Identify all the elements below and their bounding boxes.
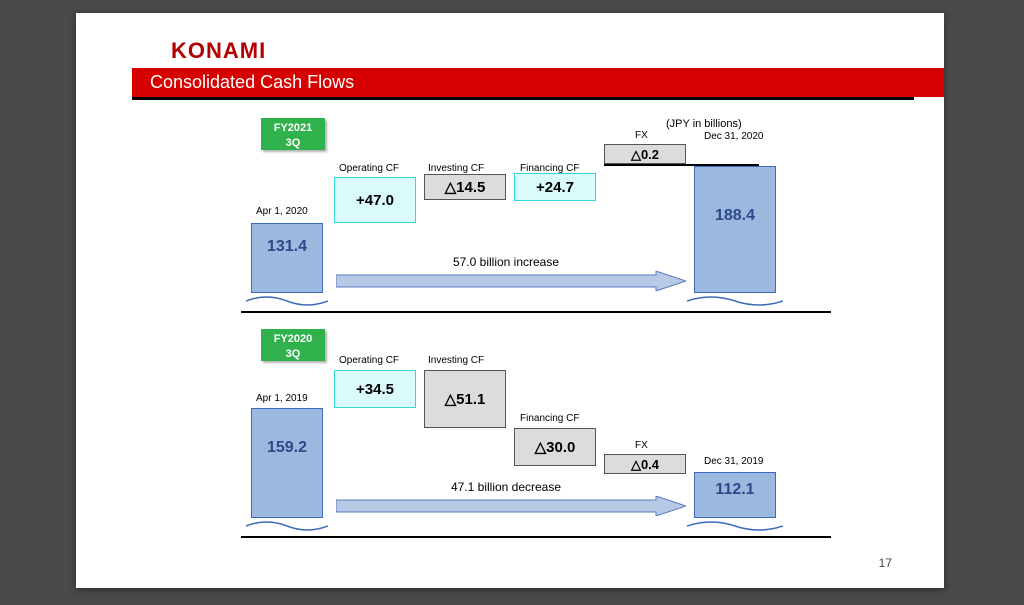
chart1-end-value: 188.4 — [695, 207, 775, 225]
chart1-change-text: 57.0 billion increase — [376, 255, 636, 269]
chart2-seg2-label: Financing CF — [520, 413, 579, 424]
chart1-start-value: 131.4 — [252, 238, 322, 256]
chart2-end-value: 112.1 — [695, 481, 775, 499]
chart1-start-bar: 131.4 — [251, 223, 323, 293]
chart2-seg0-label: Operating CF — [339, 355, 399, 366]
chart1-seg1: △14.5 — [424, 174, 506, 200]
chart1-end-date: Dec 31, 2020 — [704, 131, 764, 142]
period-tag-fy2021: FY2021 3Q — [261, 118, 325, 150]
chart1-baseline — [241, 311, 831, 313]
chart1-seg0-label: Operating CF — [339, 163, 399, 174]
period-tag-fy2020: FY2020 3Q — [261, 329, 325, 361]
brand-logo: KONAMI — [171, 38, 266, 64]
chart2-start-wave — [246, 518, 328, 528]
chart1-seg0: +47.0 — [334, 177, 416, 223]
chart2-end-date: Dec 31, 2019 — [704, 456, 764, 467]
chart2-start-date: Apr 1, 2019 — [256, 393, 308, 404]
slide: KONAMI Consolidated Cash Flows (JPY in b… — [76, 13, 944, 588]
chart1-start-wave — [246, 293, 328, 303]
slide-title: Consolidated Cash Flows — [132, 68, 944, 97]
chart2-seg0: +34.5 — [334, 370, 416, 408]
chart1-seg3: △0.2 — [604, 144, 686, 164]
chart1-end-bar: 188.4 — [694, 166, 776, 293]
chart2-start-bar: 159.2 — [251, 408, 323, 518]
chart2-arrow — [336, 496, 686, 516]
chart1-seg1-label: Investing CF — [428, 163, 484, 174]
chart2-change-text: 47.1 billion decrease — [376, 480, 636, 494]
title-underline — [132, 97, 914, 100]
chart2-baseline — [241, 536, 831, 538]
unit-note: (JPY in billions) — [666, 118, 742, 130]
chart2-seg3: △0.4 — [604, 454, 686, 474]
chart2-end-wave — [687, 518, 783, 528]
chart2-seg1: △51.1 — [424, 370, 506, 428]
chart1-end-wave — [687, 293, 783, 303]
chart2-seg1-label: Investing CF — [428, 355, 484, 366]
stage: KONAMI Consolidated Cash Flows (JPY in b… — [0, 0, 1024, 605]
chart2-start-value: 159.2 — [252, 439, 322, 457]
chart1-seg2: +24.7 — [514, 173, 596, 201]
chart2-seg2: △30.0 — [514, 428, 596, 466]
chart2-end-bar: 112.1 — [694, 472, 776, 518]
chart2-seg3-label: FX — [635, 440, 648, 451]
chart1-arrow — [336, 271, 686, 291]
page-number: 17 — [879, 556, 892, 570]
chart1-start-date: Apr 1, 2020 — [256, 206, 308, 217]
chart1-seg3-label: FX — [635, 130, 648, 141]
